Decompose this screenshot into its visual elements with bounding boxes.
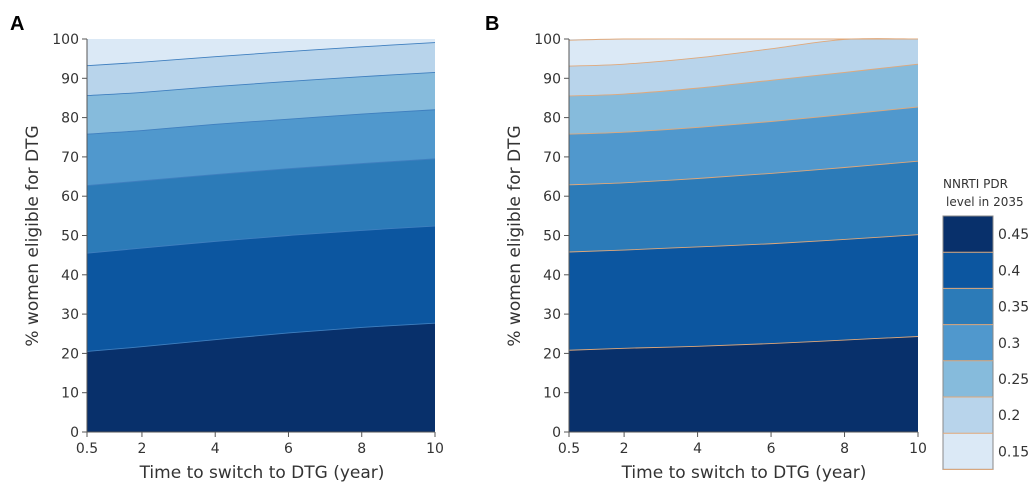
colorbar-tick-label: 0.3 xyxy=(998,336,1020,352)
contour-line-1-b xyxy=(568,336,919,351)
y-tick-label: 20 xyxy=(543,346,561,362)
x-tick-label: 10 xyxy=(426,441,444,457)
colorbar-cell xyxy=(943,324,993,361)
contour-line-2-a xyxy=(86,225,436,254)
x-tick-label: 10 xyxy=(909,441,927,457)
contour-line-4-b xyxy=(568,106,919,135)
contour-band-1-b xyxy=(569,336,918,432)
y-tick-label: 60 xyxy=(61,189,79,205)
contour-bands-a xyxy=(87,39,435,433)
colorbar-tick-label: 0.2 xyxy=(998,408,1020,424)
y-tick-label: 40 xyxy=(543,268,561,284)
colorbar-cell xyxy=(943,397,993,434)
y-tick-label: 40 xyxy=(61,268,79,284)
colorbar-cell xyxy=(943,360,993,397)
contour-line-7-b xyxy=(568,38,918,41)
x-tick-label: 6 xyxy=(767,441,776,457)
contour-bands-b xyxy=(569,38,918,433)
x-axis-title-b: Time to switch to DTG (year) xyxy=(621,463,867,483)
x-tick-label: 2 xyxy=(137,441,146,457)
colorbar-tick-label: 0.25 xyxy=(998,372,1029,388)
y-tick-label: 90 xyxy=(543,71,561,87)
colorbar-tick-label: 0.45 xyxy=(998,227,1029,243)
x-tick-label: 0.5 xyxy=(76,441,98,457)
colorbar-legend: NNRTI PDR level in 2035 0.450.40.350.30.… xyxy=(942,177,1029,470)
colorbar-ticks: 0.45 0.4 0.35 0.3 0.25 0.2 0.15 xyxy=(943,227,1029,470)
colorbar-title-line-1: NNRTI PDR xyxy=(943,177,1008,191)
colorbar-tick-label: 0.4 xyxy=(998,263,1020,279)
y-tick-label: 100 xyxy=(52,32,79,48)
contour-lines-a xyxy=(86,42,436,352)
panel-label-b: B xyxy=(485,13,499,35)
contour-line-3-b xyxy=(568,160,919,186)
y-tick-label: 100 xyxy=(534,32,561,48)
contour-line-5-b xyxy=(568,63,919,97)
x-axis-title-a: Time to switch to DTG (year) xyxy=(139,463,385,483)
contour-line-6-a xyxy=(86,42,436,67)
y-tick-label: 90 xyxy=(61,71,79,87)
colorbar-tick-label: 0.35 xyxy=(998,300,1029,316)
y-tick-label: 20 xyxy=(61,346,79,362)
y-tick-label: 10 xyxy=(543,386,561,402)
colorbar-cell xyxy=(943,288,993,325)
x-tick-label: 8 xyxy=(840,441,849,457)
contour-line-1-a xyxy=(86,322,436,352)
y-tick-label: 70 xyxy=(61,150,79,166)
y-tick-label: 30 xyxy=(543,307,561,323)
colorbar-cells xyxy=(942,215,994,470)
colorbar-tick-label: 0.15 xyxy=(998,444,1029,460)
colorbar-title-line-2: level in 2035 xyxy=(946,195,1024,209)
contour-line-5-a xyxy=(86,71,436,97)
contour-line-3-a xyxy=(86,158,436,187)
y-tick-label: 60 xyxy=(543,189,561,205)
x-tick-label: 6 xyxy=(284,441,293,457)
colorbar-cell xyxy=(943,252,993,289)
colorbar-cell xyxy=(943,216,993,253)
x-tick-label: 0.5 xyxy=(558,441,580,457)
y-tick-label: 80 xyxy=(543,111,561,127)
x-tick-label: 8 xyxy=(357,441,366,457)
panel-label-a: A xyxy=(10,13,24,35)
x-tick-label: 4 xyxy=(693,441,702,457)
x-tick-label: 4 xyxy=(211,441,220,457)
contour-band-1-a xyxy=(87,323,435,432)
x-tick-label: 2 xyxy=(620,441,629,457)
y-tick-label: 70 xyxy=(543,150,561,166)
contour-line-2-b xyxy=(568,234,919,253)
y-axis-title-b: % women eligible for DTG xyxy=(505,125,525,346)
y-axis-title-a: % women eligible for DTG xyxy=(23,125,43,346)
y-tick-label: 0 xyxy=(552,425,561,441)
y-tick-label: 50 xyxy=(61,229,79,245)
y-tick-label: 30 xyxy=(61,307,79,323)
colorbar-cell xyxy=(943,433,993,470)
y-tick-label: 80 xyxy=(61,111,79,127)
y-tick-label: 10 xyxy=(61,386,79,402)
y-tick-label: 0 xyxy=(70,425,79,441)
contour-lines-b xyxy=(568,38,919,351)
y-tick-label: 50 xyxy=(543,229,561,245)
contour-line-4-a xyxy=(86,109,436,135)
